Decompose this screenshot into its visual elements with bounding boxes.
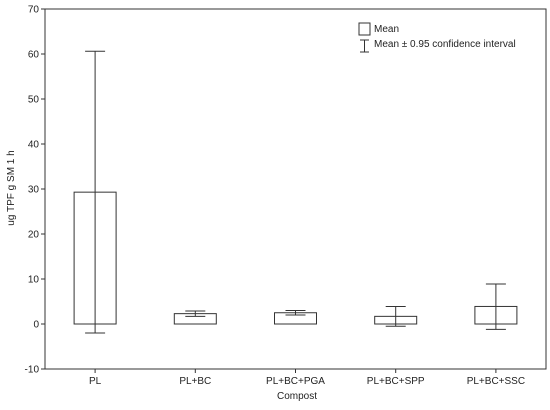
x-axis-label: Compost <box>277 391 317 402</box>
y-tick-label: 20 <box>28 230 40 241</box>
x-tick-label: PL <box>89 376 102 387</box>
legend-ci-symbol <box>360 39 369 53</box>
x-tick-label: PL+BC+PGA <box>266 376 325 387</box>
bars <box>73 191 518 325</box>
error-bars <box>85 50 506 334</box>
y-tick-label: 0 <box>33 320 39 331</box>
y-tick-label: -10 <box>25 365 40 376</box>
y-tick-label: 50 <box>28 95 40 106</box>
y-axis-ticks: -10 0 10 20 30 40 50 60 70 <box>25 5 45 376</box>
x-tick-label: PL+BC+SPP <box>367 376 425 387</box>
legend-mean-swatch <box>358 22 371 36</box>
x-tick-label: PL+BC+SSC <box>467 376 525 387</box>
y-tick-label: 70 <box>28 5 40 16</box>
legend-mean-label: Mean <box>374 24 399 35</box>
y-tick-label: 30 <box>28 185 40 196</box>
legend-ci-label: Mean ± 0.95 confidence interval <box>374 39 516 50</box>
y-axis-label: ug TPF g SM 1 h <box>6 150 17 225</box>
legend: Mean Mean ± 0.95 confidence interval <box>358 22 516 53</box>
y-tick-label: 10 <box>28 275 40 286</box>
x-axis-ticks: PL PL+BC PL+BC+PGA PL+BC+SPP PL+BC+SSC <box>89 369 525 387</box>
y-tick-label: 60 <box>28 50 40 61</box>
x-tick-label: PL+BC <box>179 376 211 387</box>
y-tick-label: 40 <box>28 140 40 151</box>
